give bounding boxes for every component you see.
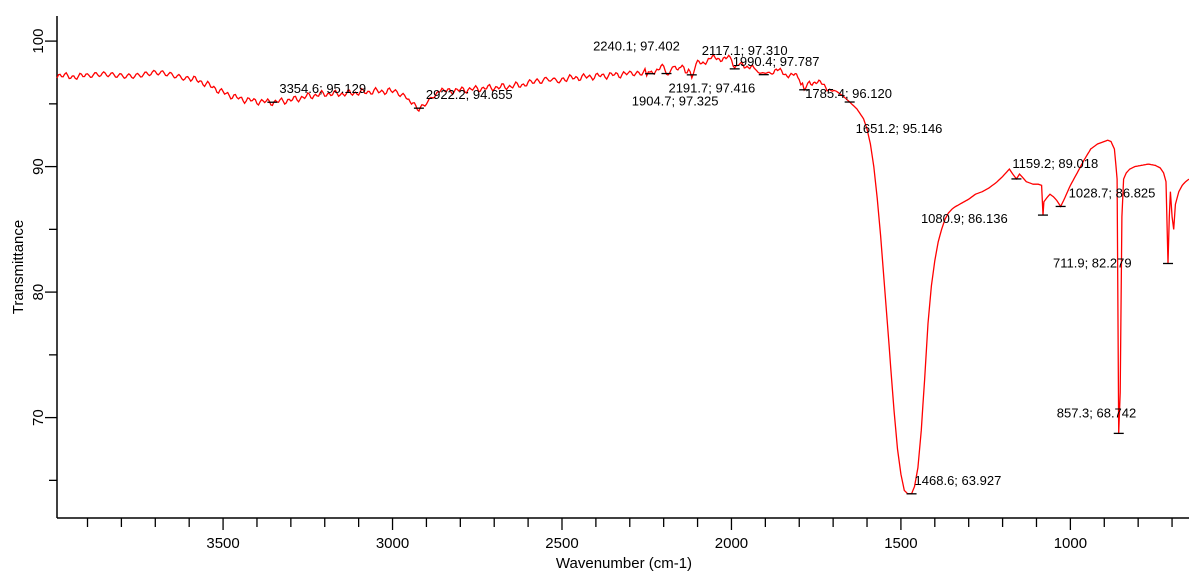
y-tick-label: 90: [30, 158, 47, 175]
peak-label: 1028.7; 86.825: [1069, 185, 1156, 200]
peak-label: 2191.7; 97.416: [668, 81, 755, 96]
peak-label: 1651.2; 95.146: [856, 121, 943, 136]
peak-label: 2922.2; 94.655: [426, 87, 513, 102]
x-tick-label: 3500: [206, 535, 239, 552]
spectrum-series-line: [56, 54, 1189, 495]
x-tick-label: 1500: [884, 535, 917, 552]
y-tick-label: 80: [30, 284, 47, 301]
peak-label: 2240.1; 97.402: [593, 39, 680, 54]
x-axis-title: Wavenumber (cm-1): [556, 555, 692, 572]
peak-markers: [267, 68, 1174, 495]
peak-label: 1785.4; 96.120: [805, 86, 892, 101]
peak-label: 1159.2; 89.018: [1012, 156, 1098, 171]
y-tick-label: 100: [30, 29, 47, 54]
y-axis-ticks: 70 80 90 100: [30, 29, 57, 482]
peak-label: 2117.1; 97.310: [702, 43, 788, 58]
x-tick-label: 1000: [1054, 535, 1087, 552]
peak-labels: 3354.6; 95.129 2922.2; 94.655 2240.1; 97.4…: [279, 39, 1155, 488]
peak-label: 857.3; 68.742: [1057, 405, 1137, 420]
peak-label: 1468.6; 63.927: [915, 473, 1002, 488]
peak-label: 1080.9; 86.136: [921, 211, 1008, 226]
peak-label: 1904.7; 97.325: [632, 94, 719, 109]
peak-label: 1990.4; 97.787: [733, 54, 820, 69]
peak-label: 711.9; 82.279: [1053, 255, 1132, 270]
y-tick-label: 70: [30, 409, 47, 426]
x-tick-label: 2000: [715, 535, 748, 552]
peak-label: 3354.6; 95.129: [279, 81, 366, 96]
x-tick-label: 3000: [376, 535, 409, 552]
y-axis-title: Transmittance: [10, 220, 27, 314]
x-tick-label: 2500: [545, 535, 578, 552]
x-axis-ticks: 3500 3000 2500 2000 1500 1000: [86, 518, 1173, 552]
